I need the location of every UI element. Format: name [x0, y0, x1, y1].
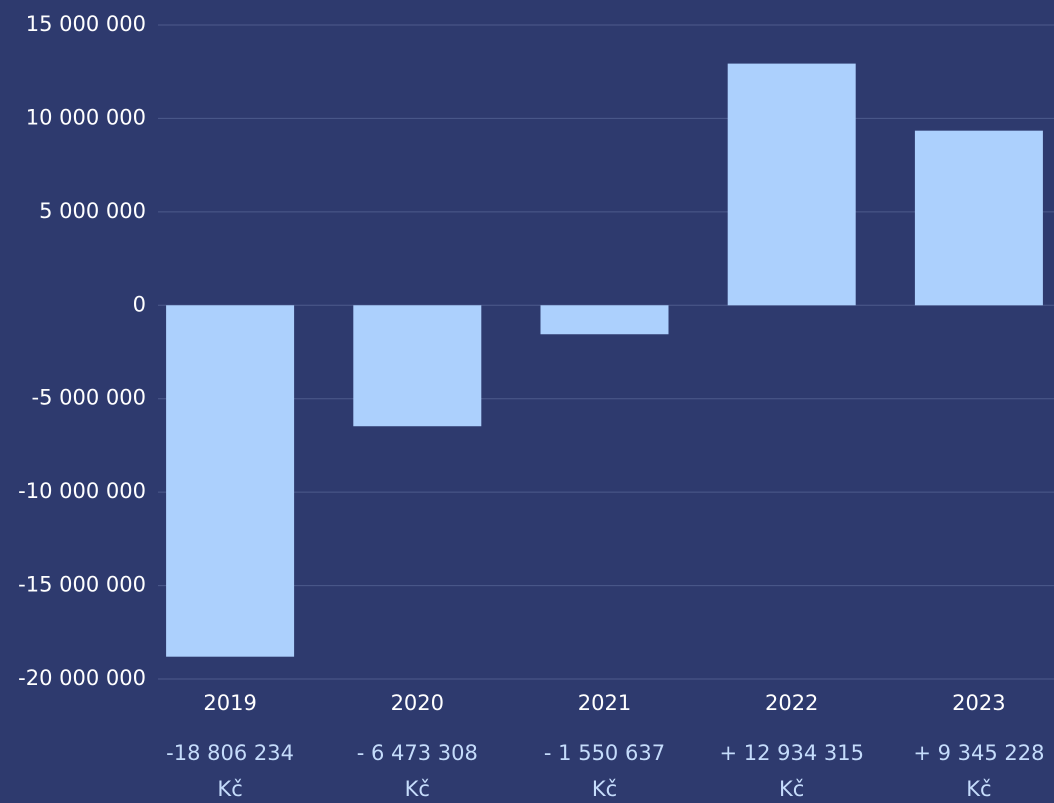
- bar: [914, 130, 1043, 306]
- x-tick-label: 2019: [203, 691, 256, 715]
- bar: [727, 63, 856, 306]
- value-label-unit: Kč: [779, 777, 804, 801]
- bar: [166, 305, 295, 657]
- value-label: + 9 345 228: [913, 741, 1044, 765]
- y-tick-label: -20 000 000: [18, 666, 146, 690]
- value-label: + 12 934 315: [719, 741, 864, 765]
- y-tick-label: -15 000 000: [18, 573, 146, 597]
- value-label-unit: Kč: [217, 777, 242, 801]
- value-label: -18 806 234: [166, 741, 294, 765]
- y-tick-label: 10 000 000: [26, 105, 146, 129]
- x-tick-label: 2023: [952, 691, 1005, 715]
- y-tick-label: 5 000 000: [39, 199, 146, 223]
- value-label: - 1 550 637: [544, 741, 665, 765]
- y-tick-label: 0: [133, 292, 146, 316]
- value-label-unit: Kč: [966, 777, 991, 801]
- y-tick-label: -5 000 000: [32, 386, 146, 410]
- bar: [540, 305, 669, 335]
- y-tick-label: -10 000 000: [18, 479, 146, 503]
- x-tick-label: 2021: [578, 691, 631, 715]
- x-tick-label: 2020: [391, 691, 444, 715]
- value-label-unit: Kč: [592, 777, 617, 801]
- y-tick-label: 15 000 000: [26, 12, 146, 36]
- bar: [353, 305, 482, 427]
- x-tick-label: 2022: [765, 691, 818, 715]
- value-label: - 6 473 308: [357, 741, 478, 765]
- value-label-unit: Kč: [405, 777, 430, 801]
